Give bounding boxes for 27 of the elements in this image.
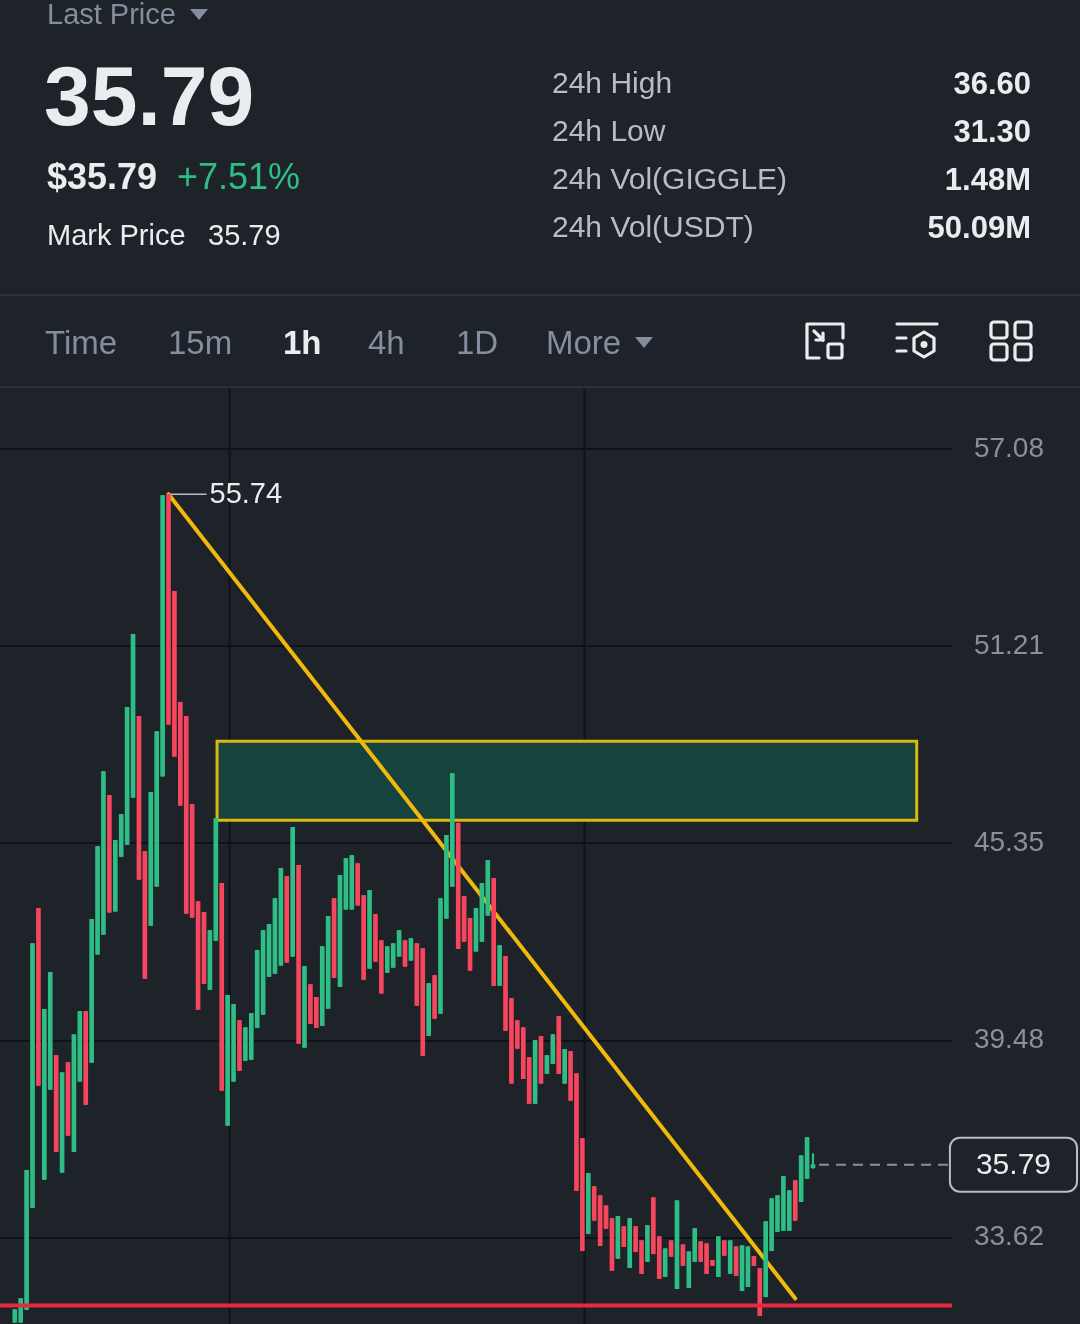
text: 24h Vol(GIGGLE)	[552, 162, 788, 195]
ref-line-label: 35.79	[975, 1146, 1051, 1180]
text: 36.60	[953, 65, 1031, 101]
text: 35.79	[44, 49, 255, 143]
text: 35.79	[208, 218, 281, 251]
y-tick-label: 51.21	[973, 629, 1045, 661]
text: 50.09M	[927, 209, 1031, 245]
text: 24h High	[552, 66, 673, 99]
annotation: 55.74	[209, 477, 283, 510]
text: 31.30	[953, 113, 1031, 149]
text: +7.51%	[177, 156, 301, 197]
y-tick-label: 57.08	[973, 431, 1045, 463]
y-tick-label: 33.62	[973, 1220, 1045, 1252]
text: 24h Vol(USDT)	[552, 210, 754, 243]
y-tick-label: 39.48	[973, 1023, 1045, 1055]
text: 1h	[283, 323, 322, 361]
text: Last Price	[47, 0, 176, 30]
y-tick-label: 45.35	[973, 826, 1045, 858]
text: Mark Price	[47, 218, 186, 251]
text: 1D	[456, 323, 499, 361]
text: 24h Low	[552, 114, 666, 147]
text: Time	[45, 323, 118, 361]
text: More	[546, 323, 622, 361]
text: 4h	[368, 323, 405, 361]
text: 15m	[168, 323, 233, 361]
text: 1.48M	[944, 161, 1031, 197]
text: $35.79	[47, 156, 158, 197]
